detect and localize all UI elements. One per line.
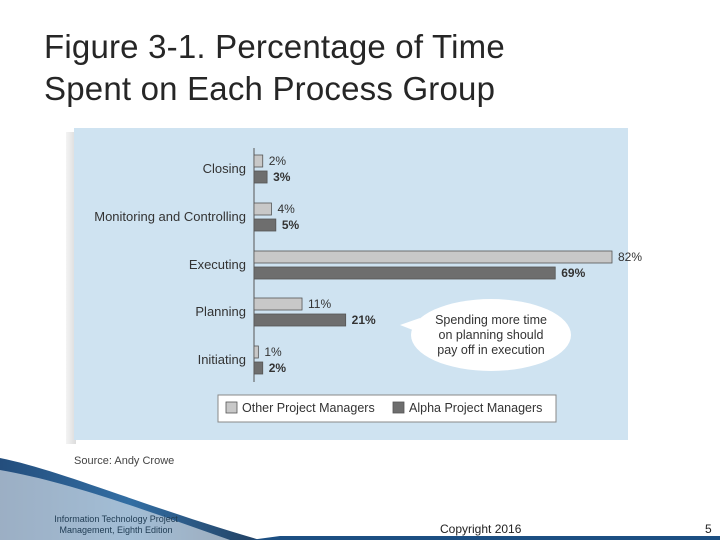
category-label: Monitoring and Controlling — [94, 209, 246, 224]
bar — [253, 154, 264, 168]
annotation-text: on planning should — [439, 328, 544, 342]
bar — [253, 218, 277, 232]
category-label: Initiating — [198, 352, 246, 367]
data-label: 69% — [561, 266, 585, 280]
category-label: Closing — [203, 161, 246, 176]
bar — [253, 361, 264, 375]
bar — [253, 250, 613, 264]
legend-label: Alpha Project Managers — [409, 401, 542, 415]
bar — [253, 202, 272, 216]
copyright-text: Copyright 2016 — [440, 522, 522, 536]
legend-swatch — [225, 401, 238, 414]
data-label: 4% — [277, 202, 295, 216]
footer-line-1: Information Technology Project — [54, 514, 178, 524]
legend-box — [217, 394, 557, 423]
legend-swatch — [392, 401, 405, 414]
title-line-2: Spent on Each Process Group — [44, 70, 496, 107]
annotation-text: Spending more time — [435, 313, 547, 327]
footer-book-title: Information Technology Project Managemen… — [36, 514, 196, 536]
data-label: 21% — [352, 313, 376, 327]
data-label: 5% — [282, 218, 300, 232]
chart-source: Source: Andy Crowe — [74, 455, 175, 467]
chart-panel — [74, 128, 628, 440]
chart-shadow — [66, 132, 76, 444]
data-label: 11% — [308, 297, 331, 311]
bar — [253, 170, 268, 184]
footer-line-2: Management, Eighth Edition — [59, 525, 173, 535]
page-number: 5 — [705, 522, 712, 536]
slide-title: Figure 3-1. Percentage of Time Spent on … — [44, 26, 684, 110]
bar — [253, 345, 259, 359]
bar — [253, 266, 556, 280]
data-label: 82% — [618, 250, 642, 264]
bar — [253, 313, 347, 327]
annotation-text: pay off in execution — [437, 343, 545, 357]
category-label: Planning — [195, 304, 246, 319]
bar — [253, 297, 303, 311]
legend-label: Other Project Managers — [242, 401, 375, 415]
category-label: Executing — [189, 257, 246, 272]
annotation-bubble — [411, 299, 571, 371]
title-line-1: Figure 3-1. Percentage of Time — [44, 28, 505, 65]
data-label: 2% — [269, 154, 287, 168]
data-label: 3% — [273, 170, 291, 184]
data-label: 1% — [264, 345, 282, 359]
data-label: 2% — [269, 361, 287, 375]
